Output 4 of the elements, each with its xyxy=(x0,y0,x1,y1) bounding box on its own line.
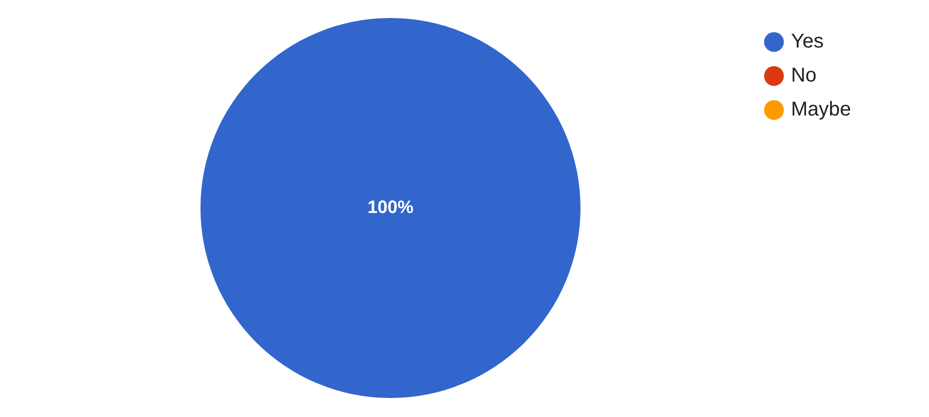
legend-label: Maybe xyxy=(790,98,851,121)
legend-label: No xyxy=(790,64,817,87)
data-label: 100% xyxy=(367,196,414,217)
legend-label: Yes xyxy=(790,30,824,53)
